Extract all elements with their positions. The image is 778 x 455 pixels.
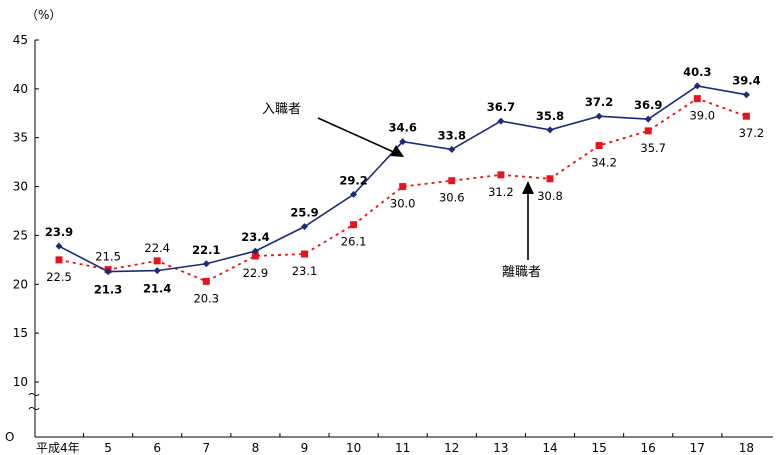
annotation-entry: 入職者 xyxy=(262,102,301,117)
series-exit-data-label: 31.2 xyxy=(488,185,514,199)
y-tick-label: 10 xyxy=(13,375,28,389)
y-tick-label: 20 xyxy=(13,277,28,291)
series-entry-point xyxy=(546,126,554,134)
series-entry-point xyxy=(448,145,456,153)
x-tick-label: 14 xyxy=(542,441,557,455)
series-entry-point xyxy=(251,247,259,255)
axis-break-mark-upper: 〜 xyxy=(28,388,40,402)
series-exit-point xyxy=(448,177,456,185)
annotation-exit-arrowhead xyxy=(522,181,534,194)
series-entry-point xyxy=(104,268,112,276)
x-tick-label: 10 xyxy=(346,441,361,455)
series-exit-data-label: 37.2 xyxy=(739,126,765,140)
series-entry-point xyxy=(497,117,505,125)
series-exit-point xyxy=(301,250,308,258)
series-entry-data-label: 35.8 xyxy=(536,109,564,123)
series-entry-point xyxy=(399,138,407,146)
x-tick-label: 6 xyxy=(153,441,161,455)
series-exit-data-label: 35.7 xyxy=(640,141,666,155)
annotation-exit: 離職者 xyxy=(502,265,541,280)
y-tick-label: 25 xyxy=(13,228,28,242)
series-exit-point xyxy=(742,112,750,120)
x-tick-label: 5 xyxy=(104,441,112,455)
series-exit-data-label: 23.1 xyxy=(292,264,318,278)
series-exit-point xyxy=(595,142,603,150)
series-entry-data-label: 37.2 xyxy=(585,95,613,109)
series-entry-data-label: 36.9 xyxy=(634,98,662,112)
series-exit-point xyxy=(55,256,63,264)
series-entry-data-label: 23.4 xyxy=(241,230,269,244)
x-tick-label: 9 xyxy=(301,441,309,455)
x-tick-label: 11 xyxy=(395,441,410,455)
series-entry-data-label: 39.4 xyxy=(732,74,760,88)
x-tick-label: 8 xyxy=(252,441,260,455)
series-exit-data-label: 21.5 xyxy=(95,250,121,264)
series-entry xyxy=(55,82,750,276)
y-axis: 45 40 35 30 25 20 15 10 xyxy=(13,33,39,389)
x-tick-label: 12 xyxy=(444,441,459,455)
x-tick-label: 13 xyxy=(493,441,508,455)
x-tick-label: 16 xyxy=(641,441,656,455)
y-origin-label: O xyxy=(5,430,14,444)
series-entry-point xyxy=(202,260,210,268)
series-exit-point xyxy=(202,277,210,285)
series-entry-point xyxy=(693,82,701,90)
series-exit xyxy=(55,95,750,285)
series-entry-point xyxy=(742,91,750,99)
series-exit-data-label: 39.0 xyxy=(689,109,715,123)
y-tick-label: 40 xyxy=(13,82,28,96)
series-entry-data-label: 23.9 xyxy=(45,225,73,239)
annotation-entry-arrowhead xyxy=(390,145,404,157)
series-entry-data-label: 33.8 xyxy=(438,128,466,142)
series-exit-line xyxy=(58,97,747,283)
series-exit-data-label: 22.4 xyxy=(144,241,170,255)
series-exit-point xyxy=(350,221,358,229)
series-entry-data-label: 29.2 xyxy=(339,173,367,187)
x-tick-label: 18 xyxy=(739,441,754,455)
series-entry-point xyxy=(301,223,308,231)
series-entry-point xyxy=(644,115,652,123)
y-tick-label: 15 xyxy=(13,326,28,340)
y-axis-unit-label: （%） xyxy=(26,8,61,22)
series-exit-data-label: 30.8 xyxy=(537,189,563,203)
series-entry-point xyxy=(55,242,63,250)
series-exit-data-label: 20.3 xyxy=(193,291,219,305)
series-exit-data-label: 22.5 xyxy=(46,270,72,284)
series-exit-point xyxy=(399,183,407,191)
series-exit-data-label: 22.9 xyxy=(243,266,269,280)
x-axis: 平成4年 5 6 7 8 9 10 11 12 13 14 15 16 17 18 xyxy=(36,433,754,455)
x-tick-label: 15 xyxy=(591,441,606,455)
x-tick-label: 平成4年 xyxy=(36,441,80,455)
y-tick-label: 45 xyxy=(13,33,28,47)
series-entry-data-label: 21.3 xyxy=(94,283,122,297)
axis-break-mark-lower: 〜 xyxy=(28,402,40,416)
series-exit-point xyxy=(497,171,505,179)
y-tick-label: 35 xyxy=(13,131,28,145)
series-entry-data-label: 40.3 xyxy=(683,65,711,79)
series-exit-data-label: 34.2 xyxy=(591,156,617,170)
series-exit-point xyxy=(644,127,652,135)
y-tick-label: 30 xyxy=(13,180,28,194)
series-exit-point xyxy=(251,252,259,260)
series-exit-data-label: 30.6 xyxy=(439,191,465,205)
series-entry-data-label: 34.6 xyxy=(389,121,417,135)
series-entry-point xyxy=(153,267,161,275)
series-exit-data-label: 30.0 xyxy=(390,197,416,211)
series-entry-data-label: 21.4 xyxy=(143,282,171,296)
series-exit-point xyxy=(153,257,161,265)
series-entry-data-label: 22.1 xyxy=(192,243,220,257)
series-entry-point xyxy=(595,112,603,120)
x-tick-label: 7 xyxy=(202,441,210,455)
data-labels: 23.9 21.3 21.4 22.1 23.4 25.9 29.2 34.6 33.8 36.7… xyxy=(45,65,764,305)
series-exit-point xyxy=(693,95,701,103)
series-entry-data-label: 36.7 xyxy=(487,100,515,114)
series-exit-data-label: 26.1 xyxy=(341,235,367,249)
annotation-entry-arrow xyxy=(317,117,399,155)
series-entry-data-label: 25.9 xyxy=(290,206,318,220)
x-tick-label: 17 xyxy=(690,441,705,455)
series-exit-point xyxy=(546,175,554,183)
series-entry-point xyxy=(350,190,358,198)
